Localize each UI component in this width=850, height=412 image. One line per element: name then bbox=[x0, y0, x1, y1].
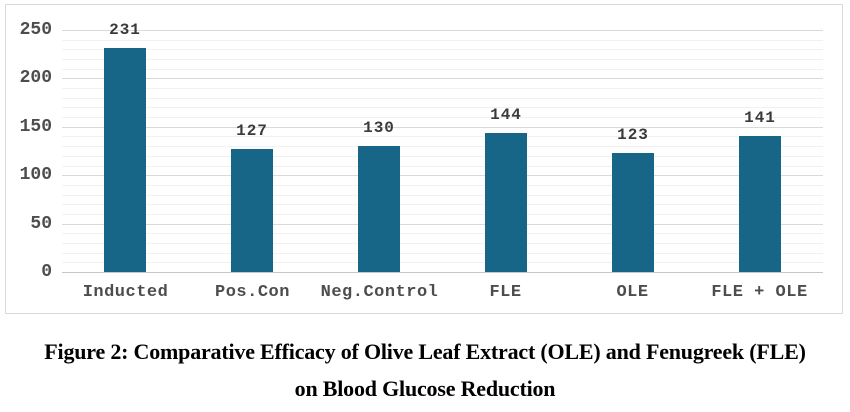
minor-gridline bbox=[62, 214, 823, 215]
minor-gridline bbox=[62, 98, 823, 99]
y-tick-label-50: 50 bbox=[30, 214, 52, 234]
bar-ole bbox=[612, 153, 654, 272]
major-gridline bbox=[62, 78, 823, 79]
x-label-pos-con: Pos.Con bbox=[215, 283, 290, 302]
value-label-inducted: 231 bbox=[109, 21, 141, 39]
minor-gridline bbox=[62, 117, 823, 118]
minor-gridline bbox=[62, 262, 823, 263]
x-label-neg-control: Neg.Control bbox=[320, 283, 439, 302]
minor-gridline bbox=[62, 233, 823, 234]
minor-gridline bbox=[62, 40, 823, 41]
major-gridline bbox=[62, 224, 823, 225]
bar-neg-control bbox=[358, 146, 400, 272]
minor-gridline bbox=[62, 69, 823, 70]
x-label-fle-ole: FLE + OLE bbox=[711, 283, 808, 302]
value-label-ole: 123 bbox=[617, 126, 649, 144]
caption-line-2: on Blood Glucose Reduction bbox=[294, 376, 556, 401]
minor-gridline bbox=[62, 195, 823, 196]
caption-line-1: Figure 2: Comparative Efficacy of Olive … bbox=[44, 339, 806, 364]
value-label-fle-ole: 141 bbox=[744, 109, 776, 127]
x-label-fle: FLE bbox=[489, 283, 522, 302]
minor-gridline bbox=[62, 156, 823, 157]
major-gridline bbox=[62, 175, 823, 176]
y-tick-label-250: 250 bbox=[19, 20, 52, 40]
figure-caption: Figure 2: Comparative Efficacy of Olive … bbox=[0, 333, 850, 407]
value-label-fle: 144 bbox=[490, 106, 522, 124]
minor-gridline bbox=[62, 49, 823, 50]
value-label-neg-control: 130 bbox=[363, 119, 395, 137]
x-label-ole: OLE bbox=[616, 283, 649, 302]
bar-inducted bbox=[104, 48, 146, 272]
x-label-inducted: Inducted bbox=[82, 283, 169, 302]
y-tick-label-0: 0 bbox=[41, 262, 52, 282]
minor-gridline bbox=[62, 88, 823, 89]
minor-gridline bbox=[62, 204, 823, 205]
y-tick-label-150: 150 bbox=[19, 117, 52, 137]
major-gridline bbox=[62, 127, 823, 128]
bar-fle-ole bbox=[739, 136, 781, 272]
minor-gridline bbox=[62, 243, 823, 244]
value-label-pos-con: 127 bbox=[236, 122, 268, 140]
minor-gridline bbox=[62, 136, 823, 137]
minor-gridline bbox=[62, 253, 823, 254]
minor-gridline bbox=[62, 59, 823, 60]
y-tick-label-100: 100 bbox=[19, 165, 52, 185]
minor-gridline bbox=[62, 185, 823, 186]
bar-pos-con bbox=[231, 149, 273, 272]
minor-gridline bbox=[62, 107, 823, 108]
major-gridline bbox=[62, 30, 823, 31]
bar-fle bbox=[485, 133, 527, 272]
y-tick-label-200: 200 bbox=[19, 68, 52, 88]
minor-gridline bbox=[62, 166, 823, 167]
minor-gridline bbox=[62, 146, 823, 147]
x-axis-baseline bbox=[62, 272, 823, 273]
